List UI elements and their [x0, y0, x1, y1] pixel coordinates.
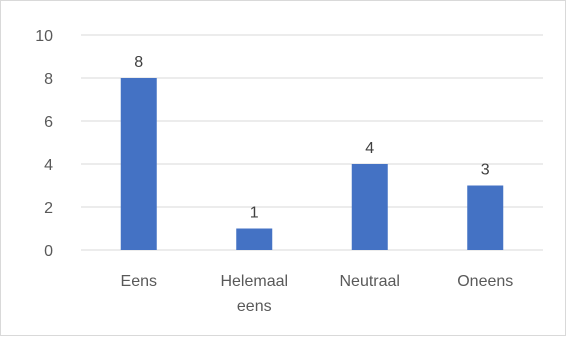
bar — [467, 185, 504, 250]
y-tick-label: 10 — [35, 28, 53, 45]
x-category-label-line: Helemaal — [220, 273, 288, 290]
bars — [120, 78, 504, 250]
x-category-label: Neutraal — [340, 273, 400, 290]
y-tick-label: 4 — [44, 157, 53, 174]
data-label: 8 — [134, 54, 143, 71]
x-category-label: Helemaal eens — [220, 273, 288, 315]
data-label: 1 — [250, 205, 259, 222]
x-category-label: Eens — [121, 273, 157, 290]
data-label: 3 — [481, 162, 490, 179]
data-label: 4 — [365, 140, 374, 157]
bar — [120, 78, 157, 250]
y-tick-label: 8 — [44, 71, 53, 88]
x-category-label-line: Neutraal — [340, 273, 400, 290]
bar — [351, 164, 388, 250]
x-axis-categories: Eens Helemaal eens Neutraal Oneens — [121, 273, 514, 315]
x-category-label: Oneens — [457, 273, 513, 290]
bar — [236, 228, 273, 250]
y-tick-label: 2 — [44, 200, 53, 217]
x-category-label-line: eens — [237, 298, 272, 315]
gridlines — [81, 34, 543, 251]
x-category-label-line: Oneens — [457, 273, 513, 290]
x-category-label-line: Eens — [121, 273, 157, 290]
y-tick-label: 0 — [44, 243, 53, 260]
y-axis-ticks: 0 2 4 6 8 10 — [35, 28, 53, 260]
y-tick-label: 6 — [44, 114, 53, 131]
data-labels: 8 1 4 3 — [134, 54, 490, 222]
